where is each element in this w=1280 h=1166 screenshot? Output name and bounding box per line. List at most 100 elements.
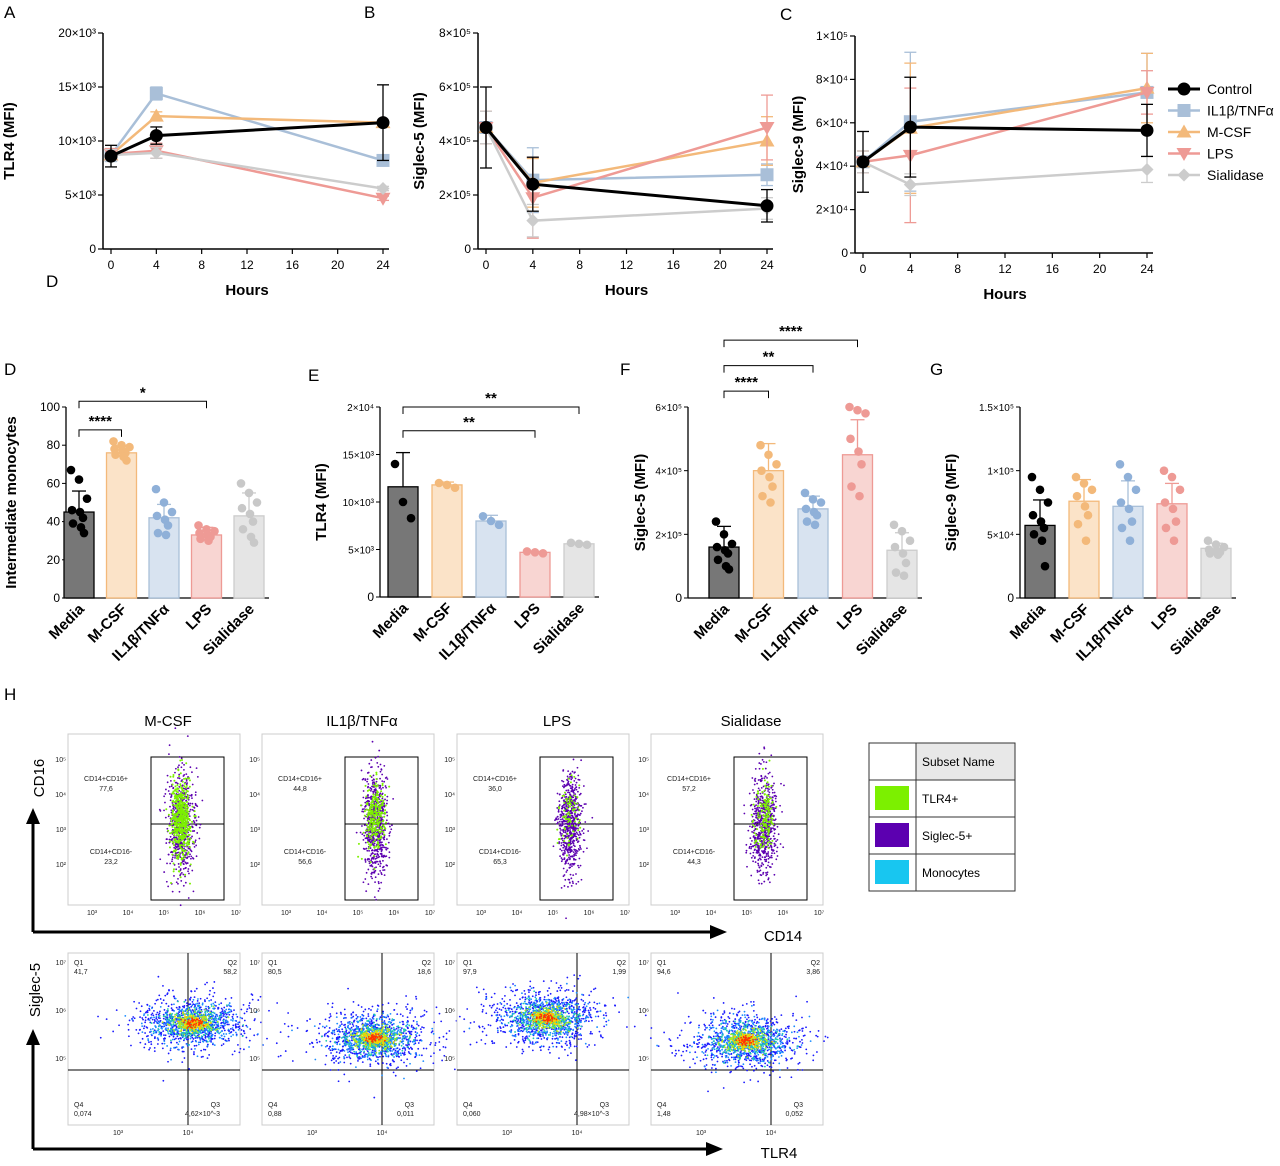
event-density bbox=[150, 1031, 152, 1033]
column-title: M-CSF bbox=[144, 713, 192, 730]
data-point bbox=[80, 529, 89, 538]
event-density bbox=[229, 1032, 231, 1034]
event-density bbox=[188, 1035, 190, 1037]
event-siglec5 bbox=[378, 856, 380, 858]
event-siglec5 bbox=[196, 820, 198, 822]
event-density bbox=[232, 1034, 234, 1036]
series-il1-tnf- bbox=[857, 52, 1154, 191]
event-siglec5 bbox=[167, 775, 169, 777]
event-tlr4 bbox=[187, 817, 189, 819]
event-siglec5 bbox=[194, 821, 196, 823]
y-tick-label: 4×10⁵ bbox=[439, 134, 471, 148]
event-density bbox=[228, 1029, 230, 1031]
data-point bbox=[857, 460, 866, 469]
event-siglec5 bbox=[200, 824, 202, 826]
event-density bbox=[192, 1001, 194, 1003]
event-density bbox=[235, 1025, 237, 1027]
event-density bbox=[420, 1016, 422, 1018]
event-tlr4 bbox=[171, 826, 173, 828]
event-tlr4 bbox=[176, 822, 178, 824]
event-density bbox=[190, 1034, 192, 1036]
event-tlr4 bbox=[361, 858, 363, 860]
event-density bbox=[140, 1010, 142, 1012]
event-density bbox=[184, 1057, 186, 1059]
event-density bbox=[143, 1013, 145, 1015]
event-siglec5 bbox=[383, 781, 385, 783]
y-tick-label: 100 bbox=[40, 400, 60, 414]
event-density bbox=[225, 998, 227, 1000]
event-siglec5 bbox=[372, 852, 374, 854]
event-tlr4 bbox=[379, 804, 381, 806]
event-density bbox=[221, 1008, 223, 1010]
event-density bbox=[209, 990, 211, 992]
event-tlr4 bbox=[187, 821, 189, 823]
event-density bbox=[153, 1031, 155, 1033]
event-density bbox=[138, 1002, 140, 1004]
data-point bbox=[1030, 530, 1039, 539]
data-point bbox=[1072, 473, 1081, 482]
event-siglec5 bbox=[183, 774, 185, 776]
event-tlr4 bbox=[170, 823, 172, 825]
event-density bbox=[194, 1045, 196, 1047]
event-density bbox=[406, 1065, 408, 1067]
event-siglec5 bbox=[183, 863, 185, 865]
event-density bbox=[187, 1023, 189, 1025]
event-density bbox=[410, 1041, 412, 1043]
y-axis-title: Siglec-9 (MFI) bbox=[943, 454, 960, 552]
event-siglec5 bbox=[380, 764, 382, 766]
event-tlr4 bbox=[371, 810, 373, 812]
x-axis-title: Hours bbox=[605, 282, 648, 299]
event-density bbox=[359, 1058, 361, 1060]
event-tlr4 bbox=[179, 805, 181, 807]
event-density bbox=[433, 1021, 435, 1023]
event-tlr4 bbox=[173, 849, 175, 851]
event-density bbox=[343, 1074, 345, 1076]
event-density bbox=[204, 984, 206, 986]
event-tlr4 bbox=[178, 824, 180, 826]
event-siglec5 bbox=[181, 766, 183, 768]
bar-il1-tnf- bbox=[149, 518, 179, 598]
x-tick-label: 10³ bbox=[87, 910, 98, 917]
event-density bbox=[350, 1063, 352, 1065]
event-density bbox=[297, 1027, 299, 1029]
y-tick-label: 10⁵ bbox=[55, 757, 66, 764]
event-tlr4 bbox=[186, 813, 188, 815]
event-density bbox=[217, 1028, 219, 1030]
event-density bbox=[213, 981, 215, 983]
x-tick-label: Media bbox=[691, 600, 734, 643]
event-siglec5 bbox=[174, 772, 176, 774]
event-siglec5 bbox=[191, 771, 193, 773]
x-tick-label: 12 bbox=[620, 258, 634, 272]
event-density bbox=[175, 998, 177, 1000]
event-siglec5 bbox=[378, 863, 380, 865]
event-tlr4 bbox=[175, 832, 177, 834]
event-density bbox=[198, 1002, 200, 1004]
event-siglec5 bbox=[170, 799, 172, 801]
event-density bbox=[178, 1006, 180, 1008]
x-tick-label: 12 bbox=[998, 262, 1012, 276]
panel-label-b: B bbox=[364, 3, 375, 22]
event-siglec5 bbox=[375, 788, 377, 790]
event-density bbox=[182, 1026, 184, 1028]
event-siglec5 bbox=[377, 836, 379, 838]
event-density bbox=[154, 1032, 156, 1034]
event-density bbox=[325, 1055, 327, 1057]
event-tlr4 bbox=[177, 839, 179, 841]
event-siglec5 bbox=[366, 872, 368, 874]
event-density bbox=[181, 1029, 183, 1031]
event-density bbox=[194, 1007, 196, 1009]
legend-label: Sialidase bbox=[1207, 167, 1264, 183]
event-siglec5 bbox=[374, 862, 376, 864]
event-siglec5 bbox=[382, 846, 384, 848]
event-density bbox=[141, 1017, 143, 1019]
event-density bbox=[170, 1014, 172, 1016]
event-siglec5 bbox=[193, 890, 195, 892]
data-point bbox=[846, 435, 855, 444]
event-density bbox=[141, 1005, 143, 1007]
event-density bbox=[231, 997, 233, 999]
event-siglec5 bbox=[172, 856, 174, 858]
event-siglec5 bbox=[378, 881, 380, 883]
event-density bbox=[190, 1011, 192, 1013]
event-density bbox=[188, 1003, 190, 1005]
y-tick-label: 15×10³ bbox=[58, 80, 96, 94]
